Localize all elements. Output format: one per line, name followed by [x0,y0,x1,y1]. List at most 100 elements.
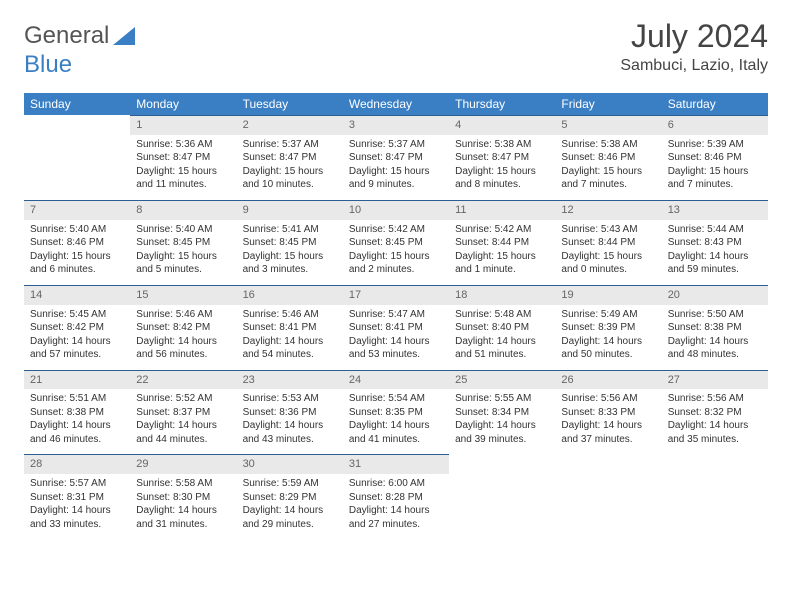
day-body: Sunrise: 5:53 AMSunset: 8:36 PMDaylight:… [237,389,343,454]
calendar-day-cell: 10Sunrise: 5:42 AMSunset: 8:45 PMDayligh… [343,200,449,285]
day-number: 7 [24,200,130,220]
sunset-text: Sunset: 8:40 PM [455,321,549,335]
sunrise-text: Sunrise: 5:36 AM [136,138,230,152]
sunrise-text: Sunrise: 6:00 AM [349,477,443,491]
calendar-day-cell: 1Sunrise: 5:36 AMSunset: 8:47 PMDaylight… [130,115,236,200]
sunrise-text: Sunrise: 5:46 AM [136,308,230,322]
sunrise-text: Sunrise: 5:59 AM [243,477,337,491]
day-number: 16 [237,285,343,305]
calendar-day-cell: 15Sunrise: 5:46 AMSunset: 8:42 PMDayligh… [130,285,236,370]
daylight-text: Daylight: 14 hours and 43 minutes. [243,419,337,446]
day-number: 8 [130,200,236,220]
daylight-text: Daylight: 14 hours and 39 minutes. [455,419,549,446]
calendar-day-cell: 14Sunrise: 5:45 AMSunset: 8:42 PMDayligh… [24,285,130,370]
daylight-text: Daylight: 14 hours and 35 minutes. [668,419,762,446]
sunrise-text: Sunrise: 5:58 AM [136,477,230,491]
day-body: Sunrise: 5:54 AMSunset: 8:35 PMDaylight:… [343,389,449,454]
calendar-day-cell: 5Sunrise: 5:38 AMSunset: 8:46 PMDaylight… [555,115,661,200]
sunset-text: Sunset: 8:46 PM [561,151,655,165]
daylight-text: Daylight: 15 hours and 0 minutes. [561,250,655,277]
day-number: 1 [130,115,236,135]
sunrise-text: Sunrise: 5:47 AM [349,308,443,322]
calendar-day-cell: 31Sunrise: 6:00 AMSunset: 8:28 PMDayligh… [343,454,449,539]
calendar-day-cell: . [555,454,661,539]
calendar-body: .1Sunrise: 5:36 AMSunset: 8:47 PMDayligh… [24,115,768,539]
day-body: Sunrise: 5:59 AMSunset: 8:29 PMDaylight:… [237,474,343,539]
daylight-text: Daylight: 15 hours and 9 minutes. [349,165,443,192]
daylight-text: Daylight: 15 hours and 3 minutes. [243,250,337,277]
day-number: 15 [130,285,236,305]
day-body: Sunrise: 5:57 AMSunset: 8:31 PMDaylight:… [24,474,130,539]
calendar-day-cell: 3Sunrise: 5:37 AMSunset: 8:47 PMDaylight… [343,115,449,200]
sunrise-text: Sunrise: 5:53 AM [243,392,337,406]
calendar-day-cell: 8 Sunrise: 5:40 AMSunset: 8:45 PMDaylight… [130,200,236,285]
weekday-header: Saturday [662,93,768,115]
sunrise-text: Sunrise: 5:38 AM [561,138,655,152]
sunset-text: Sunset: 8:39 PM [561,321,655,335]
calendar-day-cell: 12Sunrise: 5:43 AMSunset: 8:44 PMDayligh… [555,200,661,285]
day-body: Sunrise: 5:56 AMSunset: 8:33 PMDaylight:… [555,389,661,454]
calendar-header-row: SundayMondayTuesdayWednesdayThursdayFrid… [24,93,768,115]
sunrise-text: Sunrise: 5:56 AM [561,392,655,406]
daylight-text: Daylight: 15 hours and 5 minutes. [136,250,230,277]
sunrise-text: Sunrise: 5:55 AM [455,392,549,406]
daylight-text: Daylight: 14 hours and 33 minutes. [30,504,124,531]
calendar-week-row: .1Sunrise: 5:36 AMSunset: 8:47 PMDayligh… [24,115,768,200]
calendar-day-cell: 28Sunrise: 5:57 AMSunset: 8:31 PMDayligh… [24,454,130,539]
sunrise-text: Sunrise: 5:40 AM [136,223,230,237]
day-body: Sunrise: 5:44 AMSunset: 8:43 PMDaylight:… [662,220,768,285]
sunset-text: Sunset: 8:37 PM [136,406,230,420]
day-number: 4 [449,115,555,135]
day-body: Sunrise: 5:48 AMSunset: 8:40 PMDaylight:… [449,305,555,370]
brand-part1: General [24,22,109,50]
day-body: Sunrise: 5:50 AMSunset: 8:38 PMDaylight:… [662,305,768,370]
calendar-day-cell: 26Sunrise: 5:56 AMSunset: 8:33 PMDayligh… [555,370,661,455]
calendar-day-cell: 23Sunrise: 5:53 AMSunset: 8:36 PMDayligh… [237,370,343,455]
calendar-day-cell: 17Sunrise: 5:47 AMSunset: 8:41 PMDayligh… [343,285,449,370]
sunset-text: Sunset: 8:46 PM [668,151,762,165]
day-number: 24 [343,370,449,390]
calendar-day-cell: 19Sunrise: 5:49 AMSunset: 8:39 PMDayligh… [555,285,661,370]
weekday-header: Sunday [24,93,130,115]
calendar-day-cell: 25Sunrise: 5:55 AMSunset: 8:34 PMDayligh… [449,370,555,455]
day-number: 26 [555,370,661,390]
daylight-text: Daylight: 14 hours and 27 minutes. [349,504,443,531]
sunrise-text: Sunrise: 5:54 AM [349,392,443,406]
daylight-text: Daylight: 15 hours and 8 minutes. [455,165,549,192]
day-body: Sunrise: 5:38 AMSunset: 8:46 PMDaylight:… [555,135,661,200]
calendar-day-cell: 21Sunrise: 5:51 AMSunset: 8:38 PMDayligh… [24,370,130,455]
sunrise-text: Sunrise: 5:38 AM [455,138,549,152]
calendar-week-row: 21Sunrise: 5:51 AMSunset: 8:38 PMDayligh… [24,370,768,455]
sunrise-text: Sunrise: 5:52 AM [136,392,230,406]
day-number: 13 [662,200,768,220]
daylight-text: Daylight: 14 hours and 44 minutes. [136,419,230,446]
day-number: 11 [449,200,555,220]
daylight-text: Daylight: 15 hours and 11 minutes. [136,165,230,192]
day-body: Sunrise: 5:42 AMSunset: 8:45 PMDaylight:… [343,220,449,285]
sunrise-text: Sunrise: 5:39 AM [668,138,762,152]
sunset-text: Sunset: 8:38 PM [30,406,124,420]
daylight-text: Daylight: 15 hours and 7 minutes. [668,165,762,192]
sunset-text: Sunset: 8:45 PM [243,236,337,250]
sunset-text: Sunset: 8:45 PM [349,236,443,250]
month-title: July 2024 [620,18,768,55]
sunrise-text: Sunrise: 5:43 AM [561,223,655,237]
day-body: Sunrise: 5:52 AMSunset: 8:37 PMDaylight:… [130,389,236,454]
day-body: Sunrise: 5:49 AMSunset: 8:39 PMDaylight:… [555,305,661,370]
daylight-text: Daylight: 14 hours and 51 minutes. [455,335,549,362]
sunset-text: Sunset: 8:33 PM [561,406,655,420]
day-body: Sunrise: 5:45 AMSunset: 8:42 PMDaylight:… [24,305,130,370]
calendar-day-cell: . [449,454,555,539]
day-number: 9 [237,200,343,220]
sunset-text: Sunset: 8:35 PM [349,406,443,420]
sunset-text: Sunset: 8:42 PM [136,321,230,335]
calendar-week-row: 7Sunrise: 5:40 AMSunset: 8:46 PMDaylight… [24,200,768,285]
day-body: Sunrise: 5:38 AMSunset: 8:47 PMDaylight:… [449,135,555,200]
sunset-text: Sunset: 8:32 PM [668,406,762,420]
daylight-text: Daylight: 14 hours and 46 minutes. [30,419,124,446]
sunrise-text: Sunrise: 5:41 AM [243,223,337,237]
weekday-header: Thursday [449,93,555,115]
day-body: Sunrise: 5:55 AMSunset: 8:34 PMDaylight:… [449,389,555,454]
day-body: Sunrise: 5:46 AMSunset: 8:42 PMDaylight:… [130,305,236,370]
sunset-text: Sunset: 8:45 PM [136,236,230,250]
